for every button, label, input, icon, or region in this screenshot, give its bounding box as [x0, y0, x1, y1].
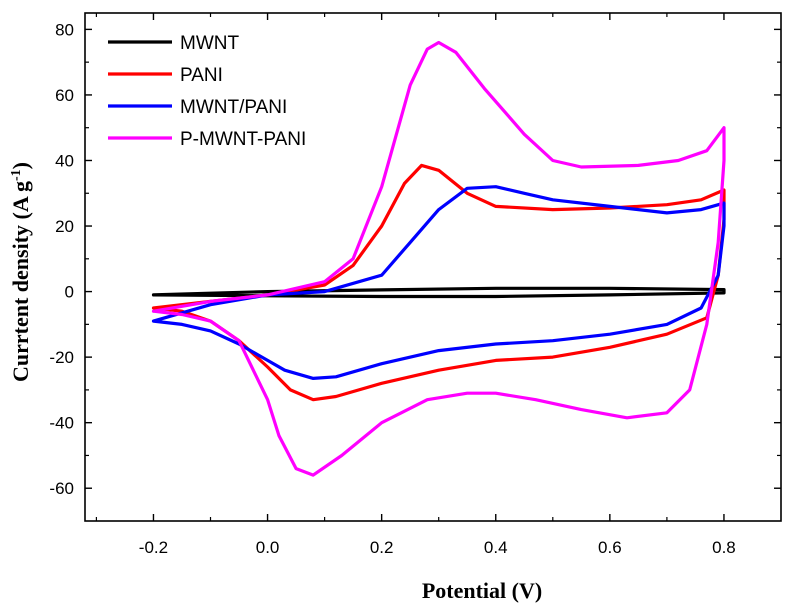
y-tick-label: 20 [55, 217, 74, 236]
y-tick-label: -20 [49, 348, 74, 367]
y-tick-label: 80 [55, 20, 74, 39]
x-axis-title: Potential (V) [422, 578, 542, 603]
x-tick-label: 0.2 [370, 538, 394, 557]
plot-frame [84, 12, 782, 522]
legend-label: PANI [180, 65, 223, 86]
y-tick-label: -40 [49, 414, 74, 433]
legend-label: MWNT/PANI [180, 97, 287, 118]
axis-ticks [85, 13, 781, 521]
series-line-mwnt [151, 286, 726, 299]
plot-area-border [84, 12, 782, 522]
x-tick-label: 0.4 [484, 538, 508, 557]
x-tick-label: 0.8 [712, 538, 736, 557]
legend-label: P-MWNT-PANI [180, 129, 306, 150]
series-line-pani [151, 163, 726, 402]
y-tick-label: 0 [65, 283, 74, 302]
y-axis-title-main: Currtent density (A g [8, 181, 33, 382]
x-tick-label: -0.2 [139, 538, 168, 557]
y-tick-labels: -60 -40 -20 0 20 40 60 80 [49, 20, 74, 498]
x-tick-labels: -0.2 0.0 0.2 0.4 0.6 0.8 [139, 538, 736, 557]
series-line-mwnt-pani [151, 185, 726, 380]
y-tick-label: 40 [55, 151, 74, 170]
legend-label: MWNT [180, 33, 239, 54]
series-lines [151, 40, 726, 477]
x-tick-label: 0.6 [598, 538, 622, 557]
y-axis-title-close: ) [8, 162, 33, 169]
x-tick-label: 0.0 [256, 538, 280, 557]
y-tick-label: 60 [55, 86, 74, 105]
y-axis-title-sup: -1 [9, 169, 24, 181]
y-tick-label: -60 [49, 479, 74, 498]
legend: MWNT PANI MWNT/PANI P-MWNT-PANI [108, 33, 306, 150]
series-line-p-mwnt-pani [151, 40, 726, 477]
y-axis-title: Currtent density (A g-1) [8, 162, 33, 382]
